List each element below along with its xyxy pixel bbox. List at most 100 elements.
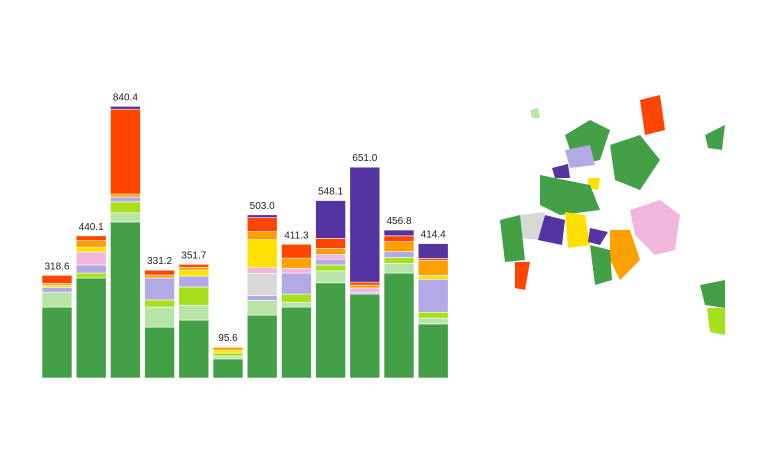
bar-segment xyxy=(212,355,244,360)
bar-segment xyxy=(315,200,346,239)
bar-segment xyxy=(178,286,210,306)
bar-segment xyxy=(212,358,244,379)
bar-segment xyxy=(315,264,346,272)
bar-segment xyxy=(110,196,141,203)
bar-segment xyxy=(417,323,449,379)
bar-segment xyxy=(417,311,449,319)
bar-segment xyxy=(212,346,244,351)
bar-segment xyxy=(178,275,210,288)
bar-segment xyxy=(246,214,278,219)
map-region xyxy=(515,262,530,290)
bar-segment xyxy=(110,106,141,110)
bar-segment xyxy=(246,314,278,379)
bar-segment xyxy=(246,273,278,296)
total-label: 318.6 xyxy=(44,261,69,272)
bar-segment xyxy=(417,278,449,313)
bar-segment xyxy=(383,257,415,264)
map-region xyxy=(588,228,608,245)
bar-segment xyxy=(41,287,73,293)
map-region xyxy=(540,175,600,215)
bar-segment xyxy=(281,306,312,379)
bar-segment xyxy=(41,306,73,379)
bar-segment xyxy=(383,241,415,253)
bar-segment xyxy=(178,319,210,379)
bar-segment xyxy=(315,254,346,260)
bar-segment xyxy=(75,240,107,248)
bar-segment xyxy=(315,258,346,266)
total-label: 331.2 xyxy=(147,256,172,267)
bar-segment xyxy=(315,238,346,249)
bar-segment xyxy=(246,231,278,241)
total-label: 456.8 xyxy=(386,216,411,227)
map-region xyxy=(610,135,660,190)
bar-segment xyxy=(178,264,210,268)
map-region xyxy=(590,245,612,285)
bar-segment xyxy=(144,326,175,379)
bar-segment xyxy=(315,270,346,284)
bar-segment xyxy=(75,246,107,253)
bar-segment xyxy=(75,277,107,379)
map-region xyxy=(705,125,725,150)
bar-segment xyxy=(110,108,141,195)
bar-segment xyxy=(281,243,312,259)
total-label: 95.6 xyxy=(218,333,238,344)
map xyxy=(500,95,725,335)
map-region xyxy=(588,178,600,190)
bar-segment xyxy=(41,275,73,284)
bar-segment xyxy=(110,193,141,198)
bar-segment xyxy=(315,282,346,379)
bar-segment xyxy=(110,212,141,223)
bar-segment xyxy=(178,304,210,321)
map-region xyxy=(552,164,570,178)
total-label: 351.7 xyxy=(181,250,206,261)
bar-segment xyxy=(75,235,107,242)
map-region xyxy=(565,212,590,248)
bar-segment xyxy=(110,201,141,214)
map-region xyxy=(700,280,725,308)
bar-segment xyxy=(349,166,381,283)
bar-segment xyxy=(315,248,346,255)
bar-segment xyxy=(144,306,175,328)
bar-segment xyxy=(178,269,210,277)
bar-segment xyxy=(212,352,244,357)
map-region xyxy=(565,145,595,168)
map-region xyxy=(500,215,525,262)
total-label: 840.4 xyxy=(113,92,138,103)
bar-segment xyxy=(144,269,175,276)
bar-segment xyxy=(383,229,415,237)
bar-segment xyxy=(212,349,244,354)
map-region xyxy=(630,200,680,255)
total-label: 440.1 xyxy=(79,222,104,233)
bar-segment xyxy=(144,299,175,308)
bar-segment xyxy=(178,266,210,271)
bar-segment xyxy=(281,257,312,269)
bar-segment xyxy=(75,251,107,266)
total-label: 548.1 xyxy=(318,187,343,198)
bar-segment xyxy=(246,295,278,301)
bar-segment xyxy=(246,239,278,268)
bar-segment xyxy=(246,267,278,274)
bar-segment xyxy=(246,217,278,232)
bar-segment xyxy=(383,263,415,274)
bar-segment xyxy=(383,251,415,258)
bar-segment xyxy=(75,264,107,274)
bar-segment xyxy=(417,243,449,259)
total-label: 414.4 xyxy=(421,230,446,241)
bar-segment xyxy=(349,281,381,286)
bar-segment xyxy=(110,221,141,379)
map-region xyxy=(538,215,565,245)
bar-segment xyxy=(383,235,415,242)
bar-segment xyxy=(349,284,381,289)
total-label: 411.3 xyxy=(284,230,309,241)
bar-segment xyxy=(349,293,381,379)
map-region xyxy=(707,308,725,335)
bar-segment xyxy=(417,317,449,325)
total-label: 503.0 xyxy=(250,201,275,212)
bar-segment xyxy=(281,267,312,274)
bar-segment xyxy=(144,277,175,301)
bar-segment xyxy=(281,301,312,308)
map-region xyxy=(530,108,540,118)
bar-segment xyxy=(281,293,312,303)
bar-segment xyxy=(41,291,73,308)
